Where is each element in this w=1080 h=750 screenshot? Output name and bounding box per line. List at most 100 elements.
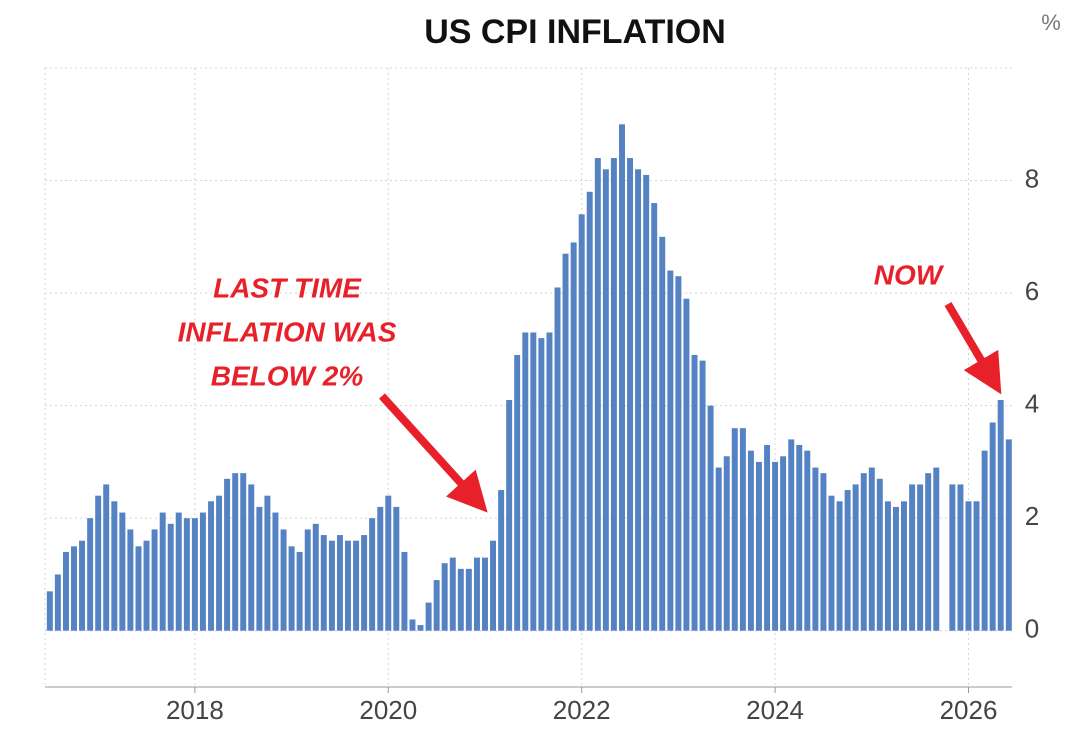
bar <box>627 158 634 631</box>
bar <box>417 625 424 631</box>
bar <box>54 574 61 631</box>
bar <box>449 557 456 631</box>
bar <box>965 501 972 631</box>
bar <box>981 450 988 631</box>
bar <box>892 506 899 631</box>
bar <box>699 360 706 631</box>
bar <box>796 445 803 631</box>
bar <box>925 473 932 631</box>
bar <box>772 461 779 631</box>
bar <box>836 501 843 631</box>
bar <box>490 540 496 631</box>
bar <box>820 473 827 631</box>
bar <box>747 450 754 631</box>
bar <box>957 484 964 631</box>
bar <box>876 478 883 631</box>
bar <box>643 174 650 631</box>
bar <box>812 467 819 631</box>
bar <box>103 484 110 631</box>
bar <box>256 506 263 631</box>
bar <box>224 478 231 631</box>
bar <box>441 563 448 631</box>
bars <box>46 124 1012 631</box>
bar <box>755 461 762 631</box>
annotation-text: BELOW 2% <box>211 360 364 391</box>
bar <box>425 602 432 631</box>
bar <box>586 191 593 631</box>
grid <box>44 67 1012 687</box>
bar <box>377 506 384 631</box>
bar <box>739 428 746 631</box>
bar <box>433 580 440 631</box>
bar <box>151 529 158 631</box>
bar <box>659 236 666 631</box>
bar <box>530 332 537 631</box>
bar <box>723 456 730 631</box>
x-tick-label: 2018 <box>166 695 224 725</box>
x-tick-label: 2020 <box>359 695 417 725</box>
bar <box>522 332 529 631</box>
bar <box>95 495 102 631</box>
bar <box>336 535 343 631</box>
bar <box>296 551 303 631</box>
annotations: LAST TIME INFLATION WAS BELOW 2% NOW <box>178 259 1002 513</box>
annotation-text: INFLATION WAS <box>178 316 397 347</box>
bar <box>594 158 601 631</box>
x-tick-label: 2022 <box>553 695 611 725</box>
bar <box>610 158 617 631</box>
y-tick-label: 4 <box>1025 389 1039 419</box>
bar <box>353 540 360 631</box>
bar <box>465 568 472 631</box>
bar <box>240 473 247 631</box>
bar <box>473 557 480 631</box>
bar <box>554 287 561 631</box>
bar <box>715 467 722 631</box>
bar <box>562 253 569 631</box>
bar <box>602 169 609 631</box>
bar <box>514 354 521 631</box>
bar <box>288 546 295 631</box>
bar <box>46 591 53 631</box>
annotation-arrow <box>944 301 1002 395</box>
bar <box>1005 439 1012 631</box>
bar <box>79 540 86 631</box>
bar <box>191 518 198 631</box>
bar <box>780 456 787 631</box>
bar <box>949 484 956 631</box>
bar <box>264 495 271 631</box>
bar <box>804 450 811 631</box>
bar <box>457 568 464 631</box>
bar <box>320 535 327 631</box>
annotation-text: LAST TIME <box>213 272 362 303</box>
bar <box>304 529 311 631</box>
bar <box>844 490 851 631</box>
bar <box>232 473 239 631</box>
chart-title: US CPI INFLATION <box>424 13 726 51</box>
bar <box>973 501 980 631</box>
bar <box>828 495 835 631</box>
bar <box>788 439 795 631</box>
bar <box>361 535 368 631</box>
bar <box>619 124 625 631</box>
bar <box>997 400 1004 631</box>
bar <box>183 518 190 631</box>
bar <box>909 484 916 631</box>
bar <box>578 214 585 631</box>
bar <box>63 551 69 631</box>
bar <box>683 298 690 631</box>
bar <box>143 540 150 631</box>
bar <box>312 523 319 631</box>
bar <box>401 551 408 631</box>
bar <box>538 338 545 631</box>
bar <box>385 495 392 631</box>
bar <box>127 529 134 631</box>
bar <box>667 270 674 631</box>
bar <box>546 332 553 631</box>
bar <box>933 467 940 631</box>
bar <box>884 501 891 631</box>
x-tick-label: 2024 <box>746 695 804 725</box>
bar <box>135 546 142 631</box>
bar <box>216 495 223 631</box>
axes: 0 2 4 6 8 2018 2020 2022 2024 2026 <box>45 163 1039 725</box>
bar <box>328 540 335 631</box>
